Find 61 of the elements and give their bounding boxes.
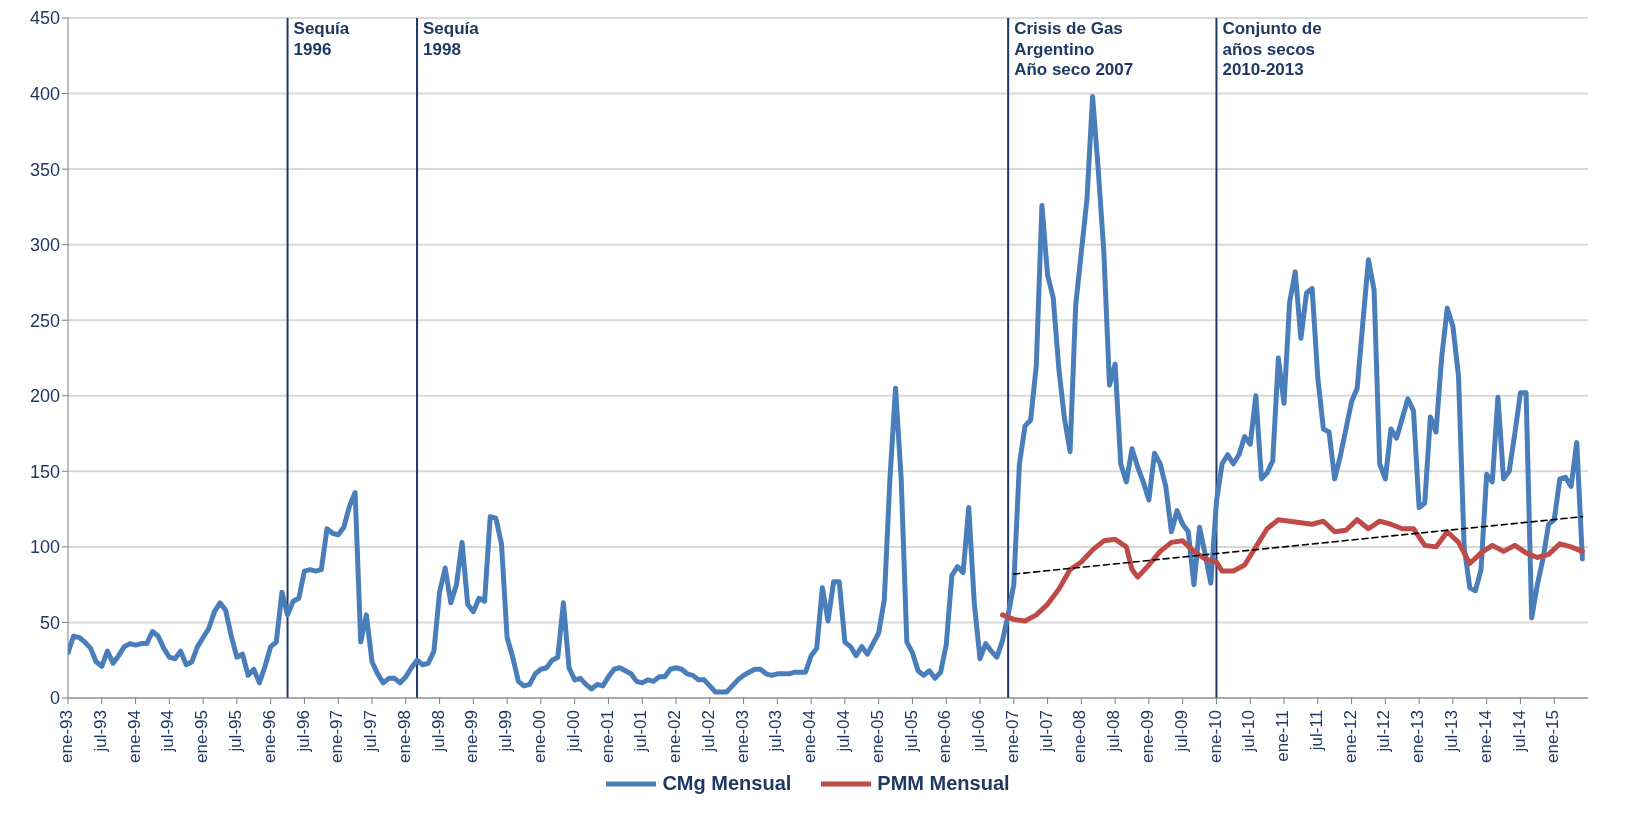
x-tick-label: ene-93 [57,710,77,763]
x-tick-label: jul-08 [1104,710,1124,753]
x-tick-label: jul-05 [901,710,921,753]
x-tick-label: jul-06 [969,710,989,753]
x-tick-label: jul-95 [225,710,245,753]
ref-line-label: Crisis de Gas Argentino Año seco 2007 [1014,19,1134,79]
y-tick-label: 450 [29,8,60,29]
x-tick-label: ene-15 [1543,710,1563,763]
x-tick-label: jul-13 [1441,710,1461,753]
x-tick-label: jul-98 [428,710,448,753]
x-tick-label: jul-14 [1509,710,1529,753]
x-tick-label: jul-07 [1036,710,1056,753]
x-tick-label: jul-96 [293,710,313,753]
x-tick-label: ene-12 [1340,710,1360,763]
x-tick-label: ene-10 [1205,710,1225,763]
x-tick-label: ene-04 [800,710,820,763]
x-tick-label: ene-09 [1137,710,1157,763]
ref-line-label: Conjunto de años secos 2010-2013 [1222,19,1322,79]
y-tick-label: 50 [39,612,60,633]
x-tick-label: jul-99 [496,710,516,753]
x-tick-label: ene-00 [529,710,549,763]
x-tick-label: ene-06 [935,710,955,763]
x-tick-label: jul-97 [361,710,381,753]
y-tick-label: 200 [29,386,60,407]
legend-label: CMg Mensual [662,772,792,795]
x-tick-label: ene-97 [327,710,347,763]
x-tick-label: ene-03 [732,710,752,763]
x-tick-label: ene-02 [665,710,685,763]
x-tick-label: ene-01 [597,710,617,763]
x-tick-label: jul-09 [1171,710,1191,753]
x-tick-label: ene-98 [394,710,414,763]
y-tick-label: 0 [49,688,60,709]
y-tick-label: 100 [29,537,60,558]
x-tick-label: jul-11 [1306,710,1326,752]
x-tick-label: jul-93 [90,710,110,753]
x-tick-label: jul-03 [766,710,786,753]
x-tick-label: jul-94 [158,710,178,753]
x-tick-label: ene-95 [192,710,212,763]
x-tick-label: ene-13 [1408,710,1428,763]
ref-line-label: Sequía 1998 [423,19,480,59]
x-tick-label: jul-10 [1239,710,1259,753]
x-tick-label: jul-01 [631,710,651,753]
x-tick-label: ene-11 [1273,710,1293,762]
y-tick-label: 250 [29,310,60,331]
ref-line-label: Sequía 1996 [293,19,350,59]
y-tick-label: 150 [29,461,60,482]
x-tick-label: jul-00 [563,710,583,753]
x-tick-label: ene-07 [1002,710,1022,763]
x-tick-label: ene-08 [1070,710,1090,763]
x-tick-label: ene-94 [124,710,144,763]
y-tick-label: 350 [29,159,60,180]
y-tick-label: 400 [29,83,60,104]
x-tick-label: jul-12 [1374,710,1394,753]
x-tick-label: jul-02 [698,710,718,753]
x-tick-label: ene-14 [1475,710,1495,763]
x-tick-label: jul-04 [833,710,853,753]
y-tick-label: 300 [29,235,60,256]
x-tick-label: ene-99 [462,710,482,763]
x-tick-label: ene-96 [259,710,279,763]
x-tick-label: ene-05 [867,710,887,763]
legend-label: PMM Mensual [877,772,1010,795]
